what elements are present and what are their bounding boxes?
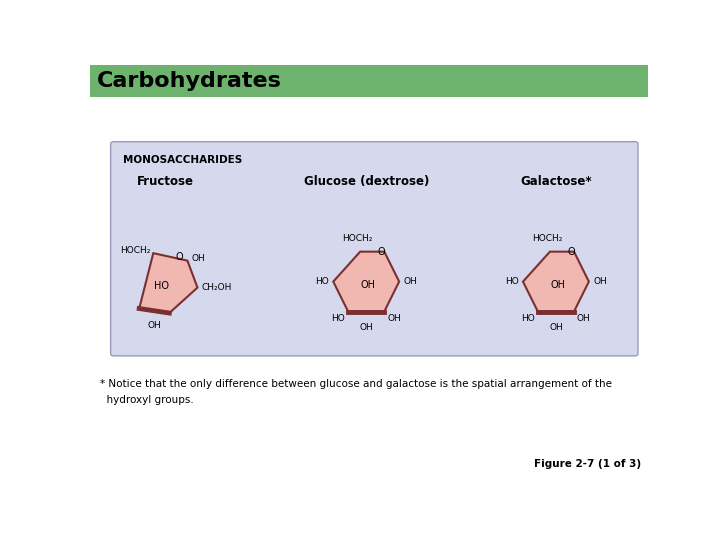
Text: HOCH₂: HOCH₂ — [532, 234, 562, 244]
Text: OH: OH — [549, 323, 563, 332]
Polygon shape — [139, 253, 197, 313]
Text: OH: OH — [359, 323, 373, 332]
Text: hydroxyl groups.: hydroxyl groups. — [100, 395, 194, 406]
Text: OH: OH — [361, 280, 376, 291]
Text: HO: HO — [154, 281, 168, 291]
Text: O: O — [567, 247, 575, 256]
Polygon shape — [523, 252, 589, 312]
Text: OH: OH — [192, 254, 206, 263]
Text: OH: OH — [593, 277, 607, 286]
Text: OH: OH — [577, 314, 590, 322]
Text: Carbohydrates: Carbohydrates — [96, 71, 282, 91]
Text: OH: OH — [148, 321, 161, 330]
Text: HO: HO — [505, 277, 518, 286]
Text: OH: OH — [550, 280, 565, 291]
Text: OH: OH — [404, 277, 418, 286]
Text: * Notice that the only difference between glucose and galactose is the spatial a: * Notice that the only difference betwee… — [100, 379, 612, 389]
Text: HO: HO — [521, 314, 535, 322]
Text: OH: OH — [387, 314, 401, 322]
Text: Figure 2-7 (1 of 3): Figure 2-7 (1 of 3) — [534, 459, 642, 469]
Text: O: O — [176, 252, 184, 262]
FancyBboxPatch shape — [111, 141, 638, 356]
FancyBboxPatch shape — [90, 65, 648, 97]
Text: MONOSACCHARIDES: MONOSACCHARIDES — [124, 154, 243, 165]
Text: Glucose (dextrose): Glucose (dextrose) — [304, 175, 429, 188]
Text: Fructose: Fructose — [137, 175, 194, 188]
Text: HOCH₂: HOCH₂ — [342, 234, 372, 244]
Text: O: O — [378, 247, 385, 256]
Text: HO: HO — [315, 277, 329, 286]
Text: CH₂OH: CH₂OH — [202, 283, 233, 292]
Text: Galactose*: Galactose* — [520, 175, 592, 188]
Text: HOCH₂: HOCH₂ — [120, 246, 150, 255]
Text: HO: HO — [332, 314, 346, 322]
Polygon shape — [333, 252, 399, 312]
